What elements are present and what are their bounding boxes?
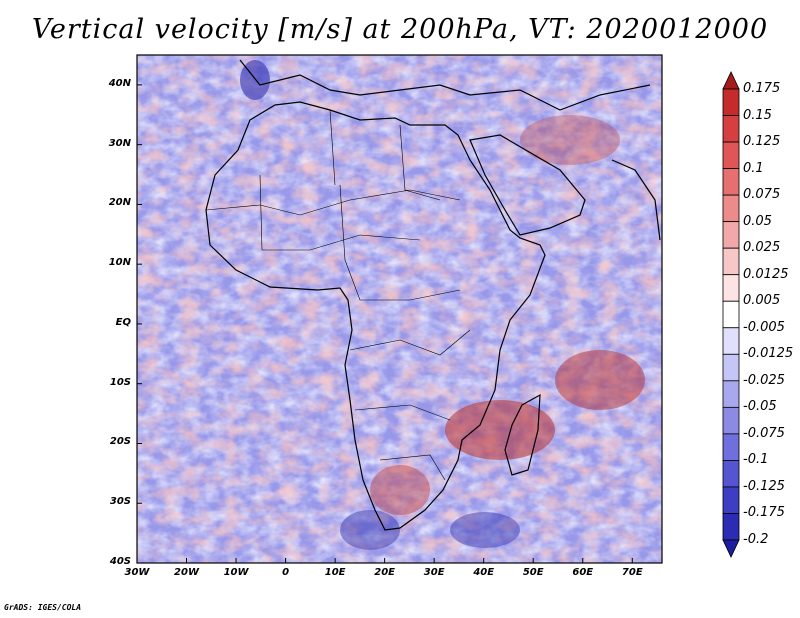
plot-frame [136, 54, 663, 564]
colorbar-label: -0.0125 [743, 346, 794, 362]
updraft-southern-africa [370, 465, 430, 515]
updraft-indian-ocean [555, 350, 645, 410]
arabia-coastline [469, 134, 586, 236]
colorbar-segment [722, 168, 740, 196]
lon-label: 50E [522, 567, 544, 578]
madagascar-coastline [504, 393, 541, 476]
updraft-middle-east [520, 115, 620, 165]
colorbar-label: -0.05 [743, 399, 777, 415]
lat-label: 30S [109, 496, 131, 508]
lon-label: 70E [621, 567, 643, 578]
lon-label: 10W [223, 567, 249, 578]
colorbar-segment [722, 380, 740, 408]
colorbar-segment [722, 513, 740, 541]
colorbar-segment [722, 300, 740, 329]
colorbar-segment [722, 194, 740, 223]
colorbar-label: -0.075 [743, 425, 785, 441]
lon-label: 20W [174, 567, 199, 578]
lat-label: EQ [115, 316, 131, 328]
colorbar-label: -0.025 [743, 372, 785, 388]
colorbar-label: 0.05 [743, 213, 772, 229]
colorbar-label: -0.2 [743, 532, 769, 547]
colorbar-segment [722, 247, 740, 276]
colorbar [722, 71, 740, 558]
coastlines [205, 59, 661, 531]
colorbar-label: 0.0125 [743, 266, 789, 282]
lon-label: 30E [423, 567, 445, 578]
downdraft-south-indian [450, 512, 520, 548]
colorbar-bottom-arrow [722, 539, 740, 558]
lon-label: 30W [124, 567, 150, 578]
colorbar-segment [722, 221, 740, 249]
grads-credit: GrADS: IGES/COLA [4, 603, 82, 612]
map-title: Vertical velocity [m/s] at 200hPa, VT: 2… [31, 14, 769, 45]
lon-label: 60E [572, 567, 594, 578]
colorbar-segment [722, 460, 740, 488]
country-borders [205, 109, 471, 481]
colorbar-label: 0.1 [743, 160, 764, 176]
colorbar-label: 0.15 [743, 107, 772, 123]
colorbar-label: 0.005 [743, 293, 781, 309]
colorbar-segment [722, 406, 740, 435]
colorbar-label: 0.175 [743, 81, 781, 96]
lat-label: 10S [109, 376, 131, 388]
downdraft-south-atlantic [340, 510, 400, 550]
africa-coastline [205, 101, 546, 531]
lat-label: 10N [108, 257, 131, 269]
colorbar-segment [722, 486, 740, 514]
velocity-field [137, 55, 662, 563]
lon-label: 10E [324, 567, 346, 578]
colorbar-label: 0.075 [743, 187, 781, 203]
lat-label: 20S [109, 436, 131, 448]
lat-label: 30N [108, 137, 131, 149]
lat-label: 40S [109, 556, 131, 567]
lat-label: 40N [108, 77, 131, 89]
colorbar-segment [722, 353, 740, 382]
colorbar-top-arrow [722, 71, 740, 90]
colorbar-segment [722, 88, 740, 116]
lon-label: 20E [374, 567, 396, 578]
colorbar-label: -0.1 [743, 452, 769, 468]
colorbar-label: 0.025 [743, 240, 781, 256]
colorbar-label: 0.125 [743, 134, 781, 150]
colorbar-label: -0.005 [743, 319, 785, 335]
colorbar-label: -0.125 [743, 478, 785, 494]
india-coastline [611, 159, 661, 241]
colorbar-segment [722, 274, 740, 302]
lat-label: 20N [108, 197, 131, 209]
lon-label: 40E [473, 567, 495, 578]
europe-coastline [239, 59, 651, 111]
colorbar-segment [722, 141, 740, 169]
colorbar-label: -0.175 [743, 505, 785, 521]
lon-label: 0 [282, 567, 290, 578]
colorbar-segment [722, 327, 740, 355]
updraft-madagascar [445, 400, 555, 460]
colorbar-segment [722, 115, 740, 143]
colorbar-segment [722, 433, 740, 461]
